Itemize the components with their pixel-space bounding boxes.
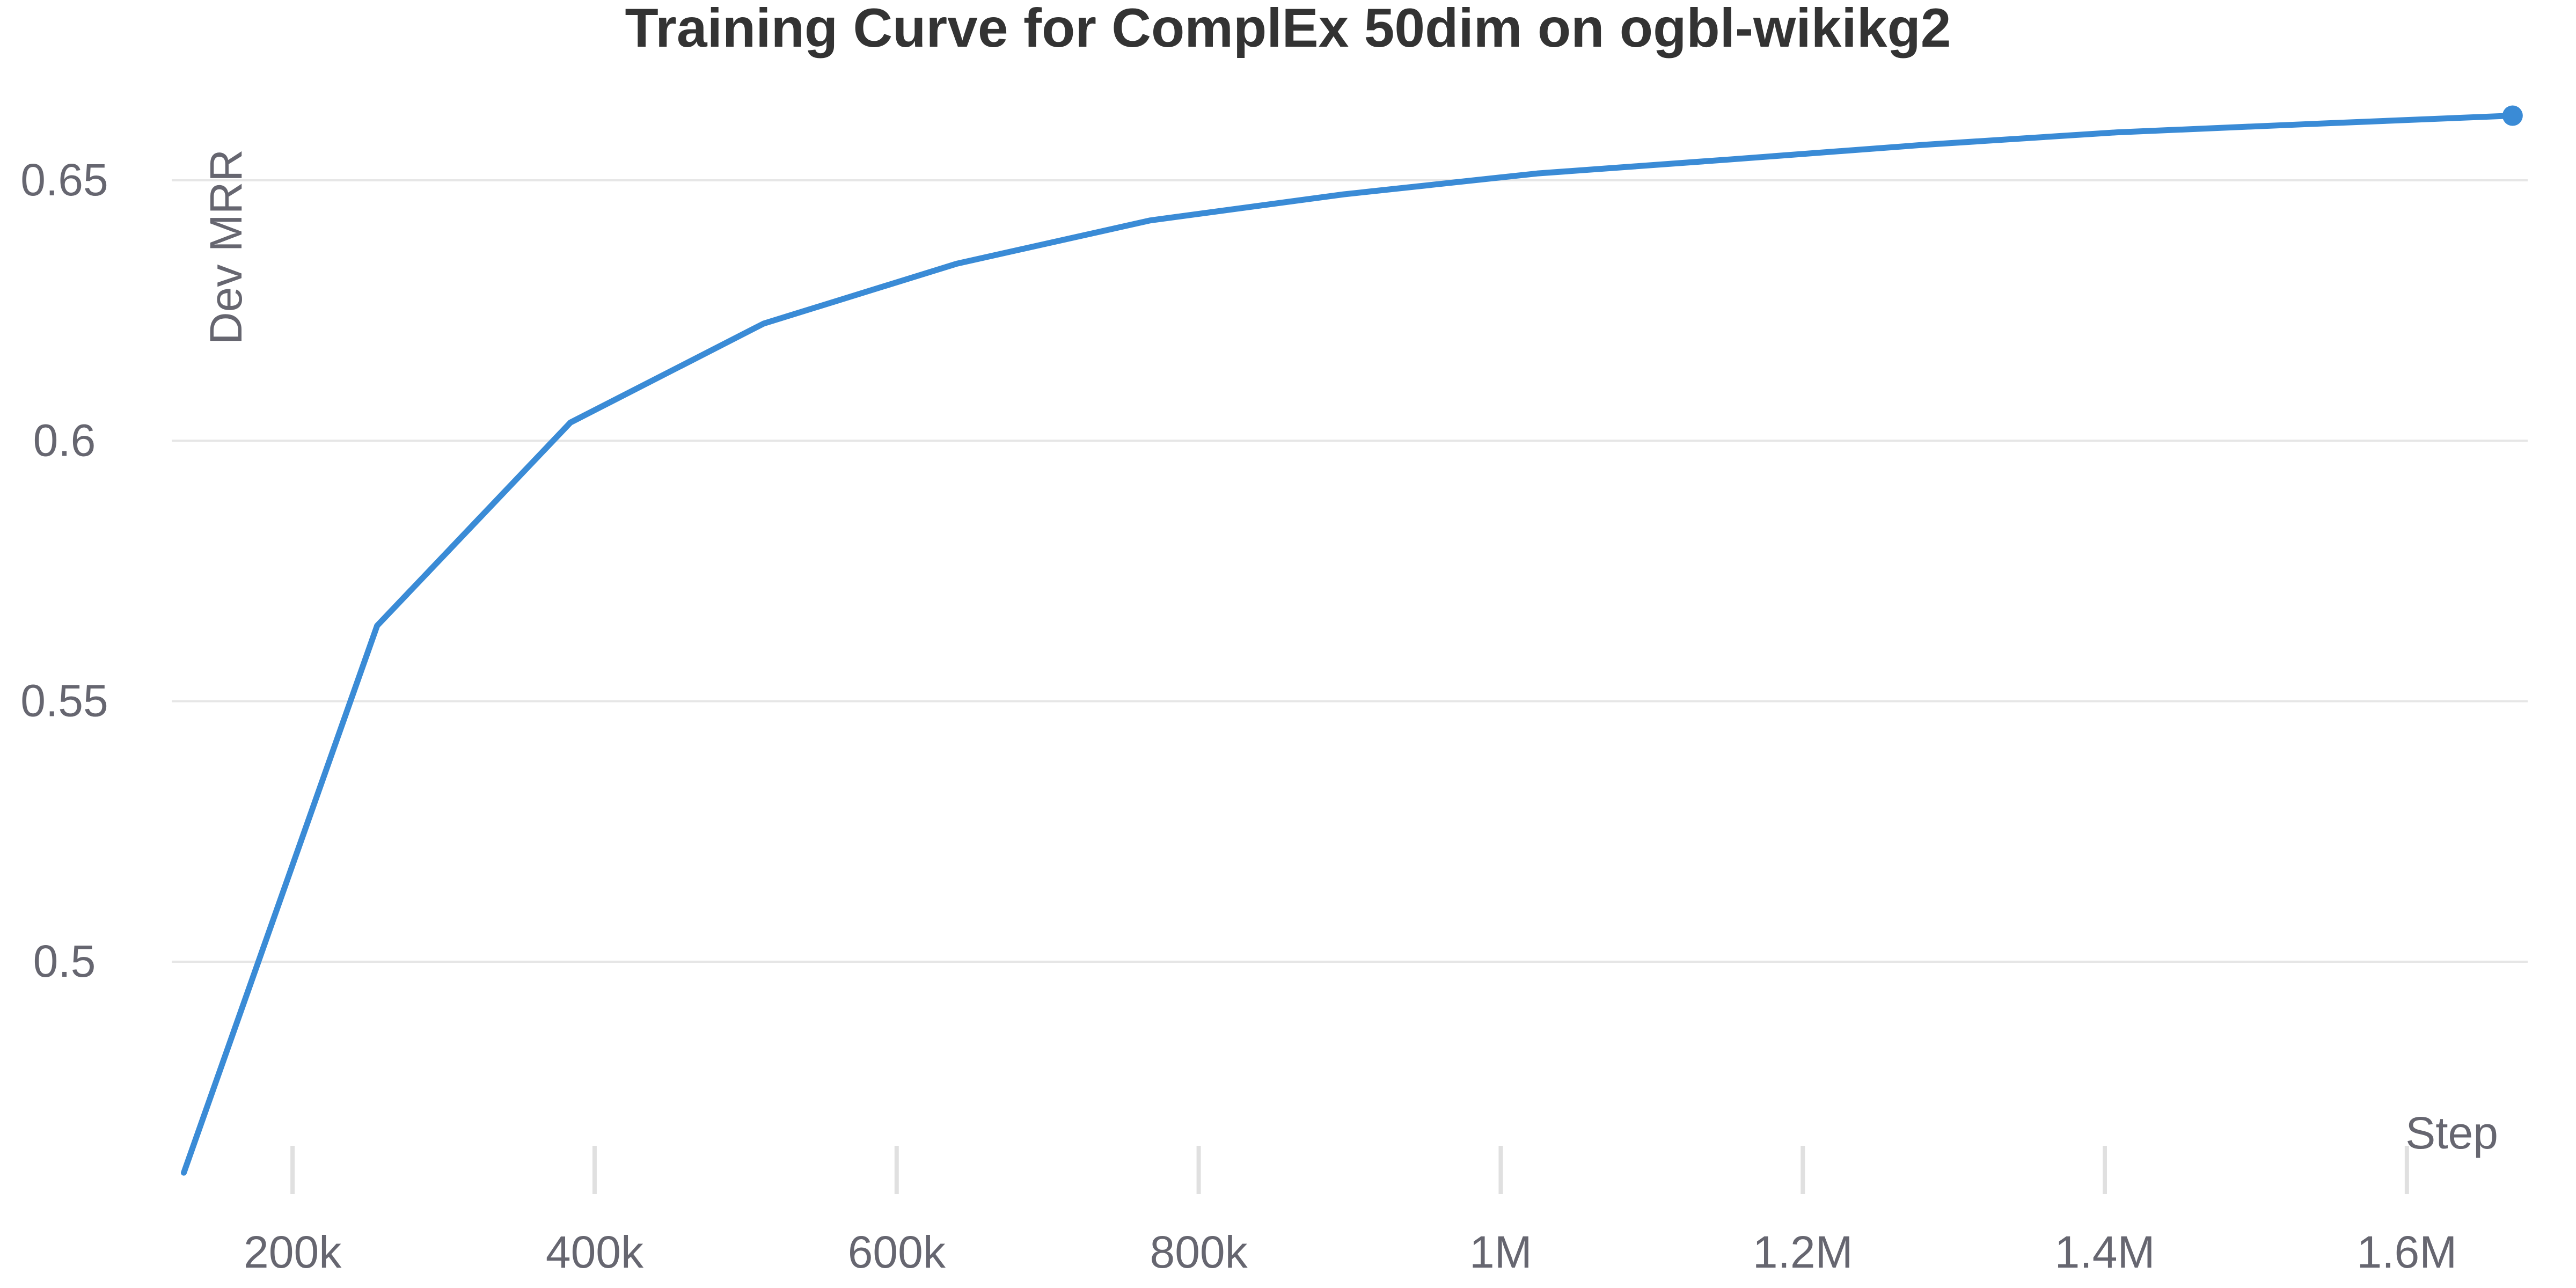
series-line [181, 113, 2516, 1176]
y-axis-label: Dev MRR [201, 149, 251, 345]
x-tick-label: 800k [1150, 1227, 1248, 1277]
y-tick-label: 0.65 [20, 155, 108, 205]
data-point [2502, 105, 2523, 126]
y-tick-label: 0.55 [20, 676, 108, 726]
x-tick-label: 1.2M [1753, 1227, 1853, 1277]
x-tick-label: 600k [848, 1227, 946, 1277]
y-tick-label: 0.6 [33, 415, 96, 465]
x-tick-label: 1M [1469, 1227, 1532, 1277]
series-layer [181, 105, 2523, 1176]
grid-lines [172, 179, 2528, 963]
chart-title: Training Curve for ComplEx 50dim on ogbl… [625, 0, 1951, 58]
y-tick-label: 0.5 [33, 936, 96, 986]
x-tick-label: 200k [244, 1227, 342, 1277]
x-axis-label: Step [2405, 1108, 2498, 1158]
x-tick-label: 1.4M [2055, 1227, 2155, 1277]
x-axis-ticks: 200k 400k 600k 800k 1M 1.2M 1.4M 1.6M [244, 1146, 2457, 1277]
y-axis-ticks: 0.5 0.55 0.6 0.65 [20, 155, 108, 986]
x-tick-label: 400k [546, 1227, 644, 1277]
x-tick-label: 1.6M [2357, 1227, 2457, 1277]
